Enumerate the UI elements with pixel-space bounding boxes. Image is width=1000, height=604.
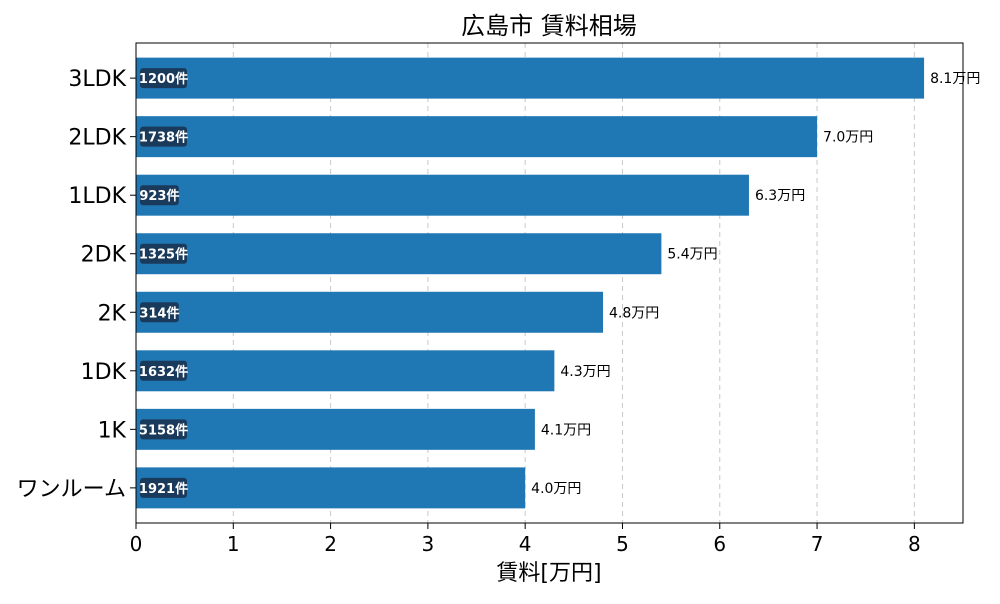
bar-value-label: 4.8万円 <box>609 305 659 321</box>
bar <box>136 233 662 275</box>
count-label: 1325件 <box>139 247 188 263</box>
x-tick-label: 3 <box>422 532 435 556</box>
x-tick-label: 4 <box>519 532 532 556</box>
bar <box>136 350 555 392</box>
x-tick-label: 7 <box>811 532 824 556</box>
bar <box>136 408 535 450</box>
chart-title: 広島市 賃料相場 <box>461 12 637 40</box>
bar-value-label: 4.3万円 <box>560 364 610 380</box>
bar <box>136 291 604 333</box>
x-tick-label: 8 <box>908 532 921 556</box>
y-tick-label: 1LDK <box>68 184 126 209</box>
y-tick-label: ワンルーム <box>17 477 126 502</box>
count-badge <box>140 68 187 89</box>
x-tick-label: 6 <box>713 532 726 556</box>
y-tick-label: 1DK <box>81 360 127 385</box>
y-tick-label: 2LDK <box>68 126 126 151</box>
y-tick-label: 3LDK <box>68 67 126 92</box>
count-badge <box>140 360 187 381</box>
grid-lines <box>232 43 915 523</box>
bar-value-label: 5.4万円 <box>667 247 717 263</box>
bar <box>136 57 925 99</box>
bar <box>136 174 749 216</box>
count-label: 5158件 <box>139 422 188 438</box>
bar-value-label: 6.3万円 <box>755 188 805 204</box>
y-tick-label: 2DK <box>81 243 127 268</box>
count-label: 1738件 <box>139 130 188 146</box>
count-label: 1921件 <box>139 481 188 497</box>
x-tick-label: 2 <box>324 532 337 556</box>
count-label: 1632件 <box>139 364 188 380</box>
bar <box>136 116 818 158</box>
y-axis: 3LDK 2LDK 1LDK 2DK 2K 1DK 1K ワンルーム <box>17 67 136 502</box>
bar <box>136 467 526 509</box>
bar-value-label: 4.0万円 <box>531 481 581 497</box>
x-tick-label: 0 <box>130 532 143 556</box>
x-tick-label: 5 <box>616 532 629 556</box>
count-label: 923件 <box>139 188 179 204</box>
bar-value-label: 8.1万円 <box>930 71 980 87</box>
count-badge <box>140 185 179 206</box>
x-tick-label: 1 <box>227 532 240 556</box>
plot-frame <box>135 42 964 524</box>
bar-value-label: 7.0万円 <box>823 130 873 146</box>
y-tick-label: 2K <box>98 301 127 326</box>
count-label: 314件 <box>139 305 179 321</box>
x-axis: 0 1 2 3 4 5 6 7 8 <box>130 523 921 556</box>
bar-value-label: 4.1万円 <box>541 422 591 438</box>
x-axis-label: 賃料[万円] <box>496 561 601 586</box>
count-badge <box>140 243 187 264</box>
count-label: 1200件 <box>139 71 188 87</box>
count-badge <box>140 477 187 498</box>
y-tick-label: 1K <box>98 418 127 443</box>
bar-series: 8.1万円 1200件 7.0万円 1738件 6.3万円 923件 5.4万円 1325件 4… <box>136 57 980 509</box>
count-badge <box>140 419 187 440</box>
count-badge <box>140 302 179 323</box>
count-badge <box>140 126 187 147</box>
